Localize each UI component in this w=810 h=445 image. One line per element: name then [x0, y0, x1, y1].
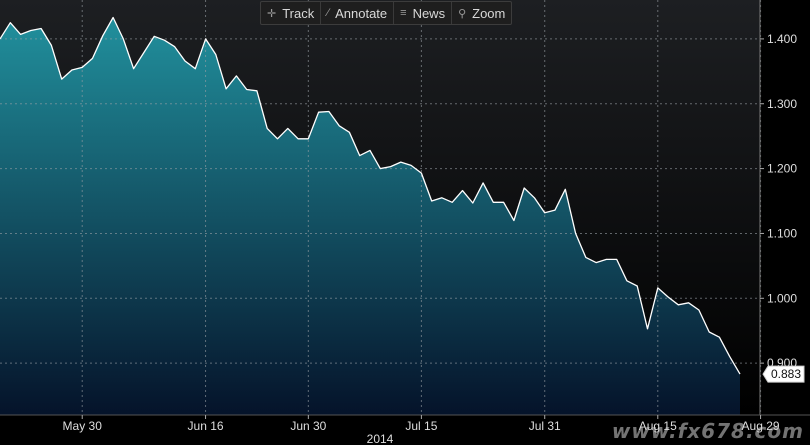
toolbar-button-label: Annotate [335, 5, 388, 21]
x-tick-label: Jun 16 [188, 419, 224, 433]
x-tick-label: Jun 30 [290, 419, 326, 433]
last-value-label: 0.883 [771, 367, 801, 381]
price-area-fill [0, 17, 740, 415]
pencil-icon: ∕ [327, 7, 330, 19]
chart-toolbar: ✛ Track ∕ Annotate ≡ News ⚲ Zoom [260, 1, 513, 25]
y-tick-label: 1.300 [767, 97, 797, 111]
toolbar-track-button[interactable]: ✛ Track [261, 2, 322, 24]
toolbar-button-label: Track [282, 5, 315, 21]
y-tick-label: 1.200 [767, 162, 797, 176]
toolbar-annotate-button[interactable]: ∕ Annotate [321, 2, 395, 24]
x-tick-label: Aug 15 [639, 419, 677, 433]
x-tick-label: May 30 [63, 419, 103, 433]
last-value-badge [762, 365, 805, 383]
toolbar-button-label: News [412, 5, 446, 21]
watermark-logo: www.fx678.com [611, 419, 804, 443]
crosshair-icon: ✛ [267, 7, 277, 20]
y-tick-label: 1.400 [767, 32, 797, 46]
price-series-line [0, 16, 741, 375]
y-tick-label: 1.000 [767, 291, 797, 305]
toolbar-news-button[interactable]: ≡ News [394, 2, 453, 24]
y-tick-label: 1.100 [767, 226, 797, 240]
x-axis-year-label: 2014 [367, 432, 394, 445]
x-tick-label: Jul 31 [529, 419, 561, 433]
toolbar-zoom-button[interactable]: ⚲ Zoom [452, 2, 511, 24]
magnifier-icon: ⚲ [458, 7, 467, 20]
toolbar-button-label: Zoom [472, 5, 506, 21]
x-tick-label: Jul 15 [405, 419, 437, 433]
x-tick-label: Aug 29 [742, 419, 780, 433]
news-icon: ≡ [400, 7, 407, 19]
